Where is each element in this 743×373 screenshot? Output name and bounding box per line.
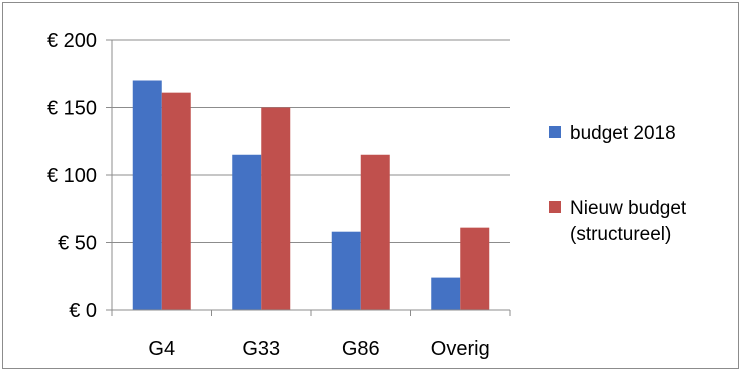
y-tick-label: € 50 [58,233,97,255]
bar-nieuw-budget [360,154,390,310]
legend-swatch-nieuw-budget [549,201,561,213]
legend-label: Nieuw budget [570,198,687,219]
bar-budget-2018 [431,277,461,310]
y-tick-label: € 0 [69,300,97,322]
bar-nieuw-budget [460,227,490,310]
x-tick-label: G86 [342,338,380,360]
x-axis-labels: G4 G33 G86 Overig [148,338,489,360]
y-tick-label: € 150 [47,98,97,120]
axes [106,39,511,316]
x-tick-label: Overig [431,338,490,360]
x-tick-label: G4 [148,338,175,360]
bar-nieuw-budget [261,107,291,310]
legend-label: (structureel) [570,224,671,245]
legend: budget 2018 Nieuw budget (structureel) [549,123,687,245]
y-tick-label: € 200 [47,30,97,52]
y-axis-labels: € 0 € 50 € 100 € 150 € 200 [47,30,97,322]
y-tick-label: € 100 [47,165,97,187]
legend-label: budget 2018 [570,123,676,144]
bar-nieuw-budget [161,92,191,311]
x-tick-label: G33 [242,338,280,360]
bar-budget-2018 [232,154,262,310]
legend-swatch-budget-2018 [549,126,561,138]
bars [132,80,490,311]
bar-budget-2018 [331,231,361,310]
bar-budget-2018 [132,80,162,310]
